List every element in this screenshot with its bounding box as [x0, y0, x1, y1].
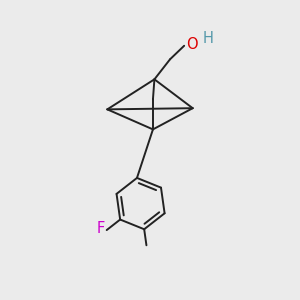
- Text: O: O: [187, 38, 198, 52]
- Text: H: H: [202, 31, 213, 46]
- Text: F: F: [97, 221, 105, 236]
